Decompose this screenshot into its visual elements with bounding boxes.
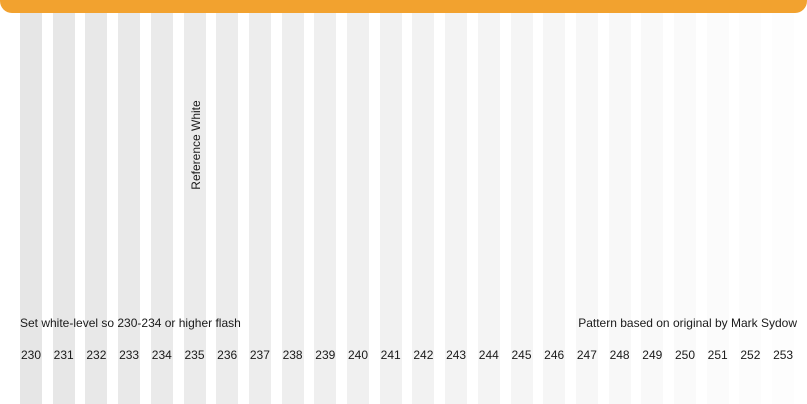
level-label-242: 242 <box>413 348 434 362</box>
gray-bar-245 <box>510 13 533 404</box>
level-label-230: 230 <box>20 348 42 362</box>
gray-bar-235 <box>183 13 206 404</box>
gray-bar-236 <box>216 13 239 404</box>
gray-bar-239 <box>314 13 337 404</box>
level-label-246: 246 <box>544 348 565 362</box>
gray-bar-251 <box>706 13 729 404</box>
level-label-243: 243 <box>446 348 467 362</box>
level-label-240: 240 <box>347 348 369 362</box>
gray-bar-233 <box>118 13 141 404</box>
gray-bar-246 <box>543 13 566 404</box>
level-label-244: 244 <box>478 348 499 362</box>
gray-bar-247 <box>575 13 598 404</box>
gray-level-bars: 230 231 232 233 234 235 236 237 238 239 240 241 242 2… <box>0 13 807 404</box>
level-label-248: 248 <box>609 348 630 362</box>
gray-bar-252 <box>739 13 762 404</box>
gray-bar-230 <box>20 13 42 404</box>
reference-white-label: Reference White <box>189 100 203 190</box>
level-label-251: 251 <box>707 348 728 362</box>
level-label-245: 245 <box>511 348 532 362</box>
gray-bar-248 <box>608 13 631 404</box>
gray-bar-237 <box>248 13 271 404</box>
gray-bar-242 <box>412 13 435 404</box>
gray-bar-253 <box>772 13 795 404</box>
gray-bar-250 <box>674 13 696 404</box>
level-label-250: 250 <box>674 348 696 362</box>
level-label-232: 232 <box>86 348 107 362</box>
gray-bar-249 <box>641 13 664 404</box>
gray-bar-232 <box>85 13 108 404</box>
level-label-252: 252 <box>740 348 761 362</box>
level-label-236: 236 <box>217 348 238 362</box>
gray-bar-243 <box>445 13 468 404</box>
gray-bar-234 <box>150 13 173 404</box>
level-label-234: 234 <box>151 348 172 362</box>
level-label-253: 253 <box>773 348 794 362</box>
gray-bar-231 <box>52 13 75 404</box>
level-label-237: 237 <box>249 348 270 362</box>
header-accent-bar <box>0 0 807 13</box>
instruction-text: Set white-level so 230-234 or higher fla… <box>20 316 241 330</box>
credit-text: Pattern based on original by Mark Sydow <box>578 316 797 330</box>
level-label-239: 239 <box>315 348 336 362</box>
level-label-238: 238 <box>282 348 303 362</box>
level-label-235: 235 <box>184 348 205 362</box>
level-label-231: 231 <box>53 348 74 362</box>
level-label-233: 233 <box>119 348 140 362</box>
level-label-247: 247 <box>576 348 597 362</box>
level-label-241: 241 <box>380 348 401 362</box>
gray-bar-244 <box>477 13 500 404</box>
gray-bar-240 <box>347 13 369 404</box>
gray-bar-241 <box>379 13 402 404</box>
gray-bar-238 <box>281 13 304 404</box>
level-label-249: 249 <box>642 348 663 362</box>
